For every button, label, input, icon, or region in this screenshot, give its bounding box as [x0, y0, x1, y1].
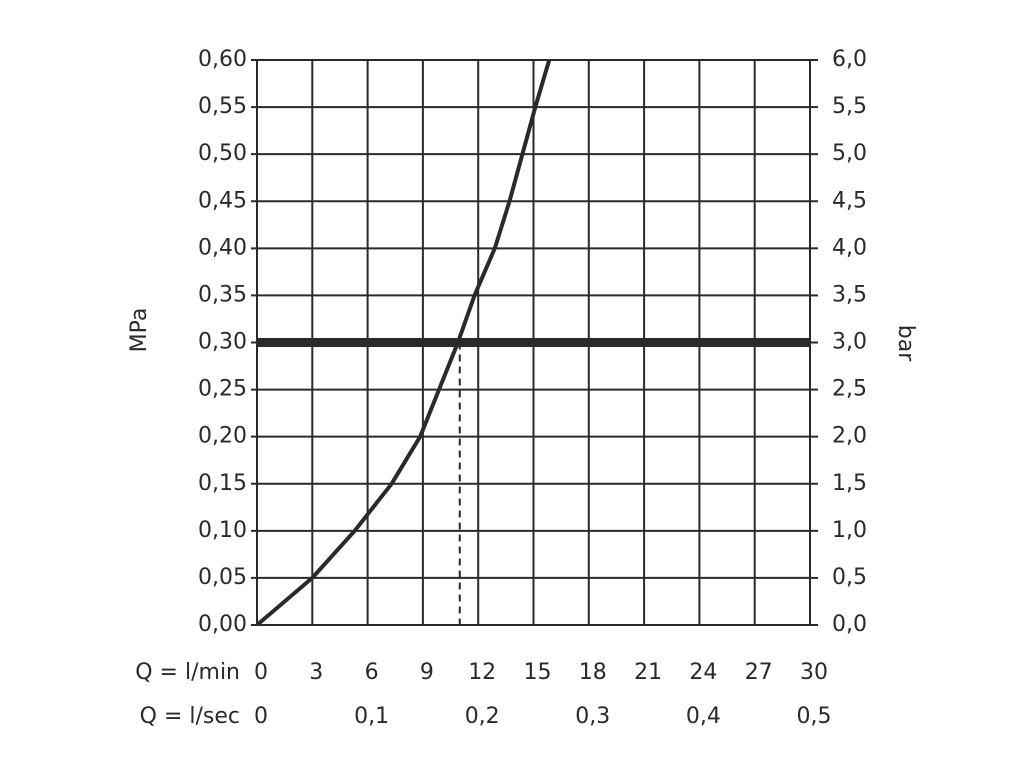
x2-tick-label: 0,1 [354, 704, 389, 729]
y-axis-title: MPa [127, 308, 152, 353]
x-tick-label: 30 [800, 660, 828, 685]
y2-tick-label: 2,5 [832, 377, 867, 402]
y-tick-label: 0,60 [198, 47, 247, 72]
y-tick-label: 0,25 [198, 377, 247, 402]
y2-tick-label: 5,5 [832, 94, 867, 119]
y-tick-label: 0,20 [198, 424, 247, 449]
y2-tick-label: 2,0 [832, 424, 867, 449]
x2-tick-label: 0,2 [465, 704, 500, 729]
y2-tick-label: 0,5 [832, 565, 867, 590]
y2-tick-label: 1,5 [832, 471, 867, 496]
y-tick-label: 0,50 [198, 141, 247, 166]
y2-tick-label: 3,0 [832, 330, 867, 355]
x2-tick-label: 0,4 [686, 704, 721, 729]
y-tick-label: 0,40 [198, 235, 247, 260]
x-tick-label: 0 [254, 660, 268, 685]
x2-tick-label: 0 [254, 704, 268, 729]
x-row-label: Q = l/min [135, 660, 240, 685]
x2-tick-label: 0,5 [797, 704, 832, 729]
x-tick-label: 24 [689, 660, 717, 685]
y2-tick-label: 0,0 [832, 612, 867, 637]
x-tick-label: 18 [579, 660, 607, 685]
y-tick-label: 0,30 [198, 330, 247, 355]
curve [255, 59, 552, 627]
x-tick-label: 27 [745, 660, 773, 685]
x-tick-label: 9 [420, 660, 434, 685]
x-tick-label: 21 [634, 660, 662, 685]
y-tick-label: 0,00 [198, 612, 247, 637]
y-tick-label: 0,35 [198, 282, 247, 307]
y2-tick-label: 6,0 [832, 47, 867, 72]
y2-tick-label: 4,5 [832, 188, 867, 213]
x-tick-label: 3 [309, 660, 323, 685]
y-tick-label: 0,10 [198, 518, 247, 543]
x2-tick-label: 0,3 [575, 704, 610, 729]
x-tick-label: 12 [468, 660, 496, 685]
y2-tick-label: 1,0 [832, 518, 867, 543]
x2-row-label: Q = l/sec [140, 704, 240, 729]
x-tick-label: 15 [524, 660, 552, 685]
y2-axis-title: bar [893, 325, 918, 362]
y2-tick-label: 4,0 [832, 235, 867, 260]
y-tick-label: 0,15 [198, 471, 247, 496]
y2-tick-label: 3,5 [832, 282, 867, 307]
y-tick-label: 0,55 [198, 94, 247, 119]
y2-tick-label: 5,0 [832, 141, 867, 166]
y-tick-label: 0,45 [198, 188, 247, 213]
x-tick-label: 6 [365, 660, 379, 685]
y-tick-label: 0,05 [198, 565, 247, 590]
